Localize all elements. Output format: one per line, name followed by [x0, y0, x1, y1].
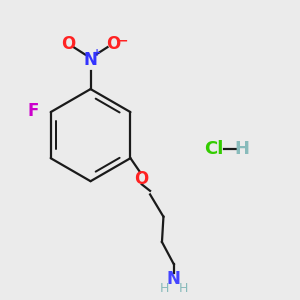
Text: H: H: [160, 283, 169, 296]
Text: N: N: [167, 269, 181, 287]
Text: O: O: [135, 170, 149, 188]
Text: H: H: [235, 140, 250, 158]
Text: O: O: [106, 34, 120, 52]
Text: O: O: [61, 34, 75, 52]
Text: +: +: [93, 48, 101, 59]
Text: N: N: [84, 51, 98, 69]
Text: Cl: Cl: [204, 140, 224, 158]
Text: F: F: [28, 102, 39, 120]
Text: H: H: [179, 283, 188, 296]
Text: −: −: [117, 35, 128, 48]
